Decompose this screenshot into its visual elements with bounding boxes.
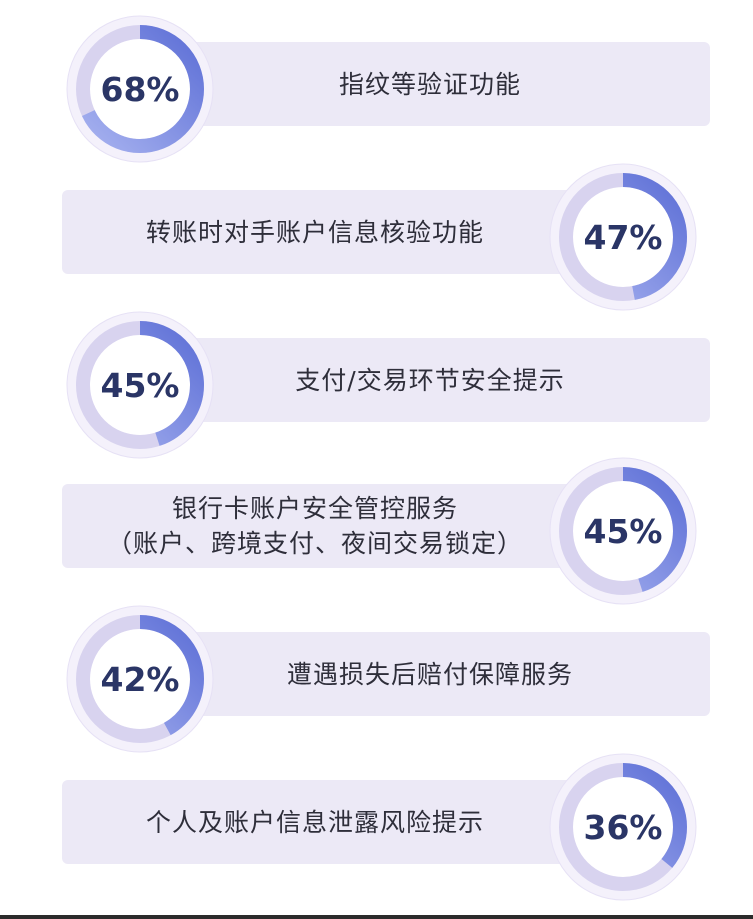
ring-progress-arc — [559, 763, 687, 891]
category-label: 支付/交易环节安全提示 — [220, 338, 640, 422]
category-item: 支付/交易环节安全提示 45% — [0, 310, 753, 460]
percentage-ring: 45% — [548, 456, 698, 606]
percentage-ring: 47% — [548, 162, 698, 312]
category-label-line: 遭遇损失后赔付保障服务 — [286, 659, 573, 689]
category-label: 指纹等验证功能 — [220, 42, 640, 126]
ring-progress-arc — [76, 321, 204, 449]
ring-progress-arc — [559, 467, 687, 595]
category-item: 个人及账户信息泄露风险提示 36% — [0, 752, 753, 902]
category-label: 银行卡账户安全管控服务 （账户、跨境支付、夜间交易锁定） — [75, 484, 555, 568]
category-item: 遭遇损失后赔付保障服务 42% — [0, 604, 753, 754]
percentage-ring: 45% — [65, 310, 215, 460]
percentage-value: 45% — [583, 511, 663, 551]
percentage-ring: 42% — [65, 604, 215, 754]
category-item: 银行卡账户安全管控服务 （账户、跨境支付、夜间交易锁定） 45% — [0, 456, 753, 606]
percentage-value: 36% — [583, 807, 663, 847]
category-item: 转账时对手账户信息核验功能 47% — [0, 162, 753, 312]
ring-progress-arc — [559, 173, 687, 301]
category-label-line: （账户、跨境支付、夜间交易锁定） — [106, 529, 523, 558]
ring-progress-arc — [76, 25, 204, 153]
percentage-ring: 68% — [65, 14, 215, 164]
category-label: 个人及账户信息泄露风险提示 — [75, 780, 555, 864]
percentage-value: 68% — [100, 69, 180, 109]
category-label: 转账时对手账户信息核验功能 — [75, 190, 555, 274]
category-item: 指纹等验证功能 68% — [0, 14, 753, 164]
percentage-value: 47% — [583, 217, 663, 257]
category-label-line: 个人及账户信息泄露风险提示 — [145, 807, 484, 837]
category-label-line: 转账时对手账户信息核验功能 — [145, 217, 484, 247]
category-label-line: 银行卡账户安全管控服务 — [171, 494, 458, 523]
category-label-line: 指纹等验证功能 — [338, 69, 521, 99]
category-label: 遭遇损失后赔付保障服务 — [220, 632, 640, 716]
percentage-ring: 36% — [548, 752, 698, 902]
category-label-line: 支付/交易环节安全提示 — [295, 365, 565, 395]
ring-progress-arc — [76, 615, 204, 743]
percentage-value: 45% — [100, 365, 180, 405]
percentage-value: 42% — [100, 659, 180, 699]
bottom-border — [0, 915, 753, 919]
